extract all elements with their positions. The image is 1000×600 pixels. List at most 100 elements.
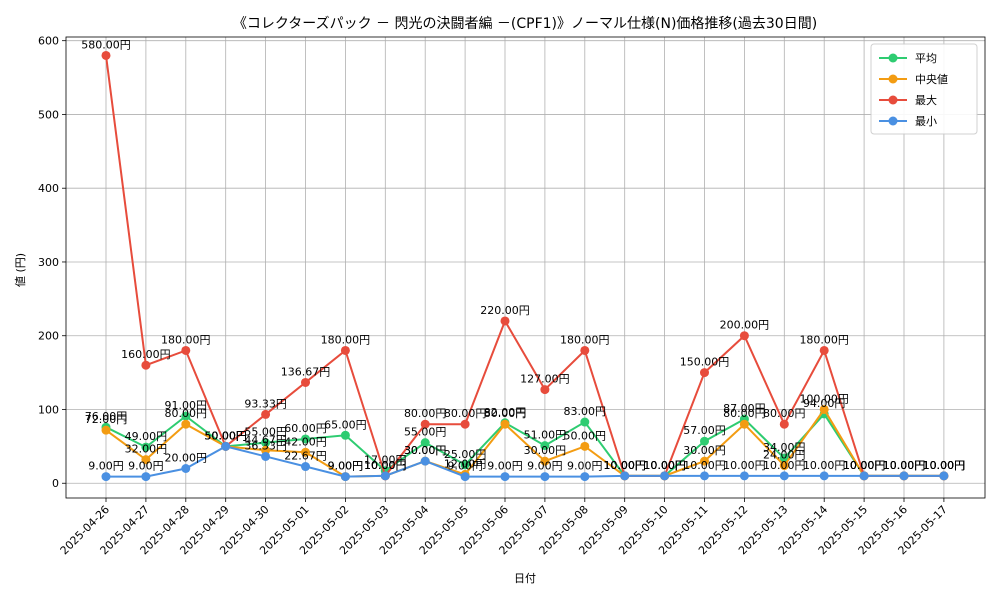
- data-label: 51.00円: [524, 429, 567, 442]
- data-point: [141, 472, 151, 482]
- y-tick-label: 200: [38, 330, 59, 343]
- data-label: 82.00円: [484, 406, 527, 419]
- data-label: 9.00円: [128, 460, 164, 473]
- data-point: [540, 441, 550, 451]
- legend-label: 最小: [915, 115, 937, 128]
- data-label: 136.67円: [281, 365, 331, 378]
- data-label: 76.00円: [85, 410, 128, 423]
- data-label: 10.00円: [603, 459, 646, 472]
- data-label: 150.00円: [680, 356, 730, 369]
- data-label: 9.00円: [88, 460, 124, 473]
- data-label: 80.00円: [444, 407, 487, 420]
- data-label: 10.00円: [803, 459, 846, 472]
- data-point: [141, 455, 151, 465]
- data-point: [101, 425, 111, 435]
- data-point: [739, 331, 749, 341]
- data-label: 580.00円: [81, 38, 131, 51]
- data-label: 10.00円: [643, 459, 686, 472]
- data-label: 10.00円: [603, 459, 646, 472]
- data-label: 42.00円: [284, 435, 327, 448]
- data-point: [301, 462, 310, 472]
- y-tick-label: 100: [38, 403, 59, 416]
- data-label: 9.00円: [567, 460, 603, 473]
- data-label: 160.00円: [121, 348, 171, 361]
- data-point: [739, 419, 749, 429]
- data-label: 55.00円: [244, 426, 287, 439]
- data-label: 30.00円: [404, 444, 447, 457]
- data-label: 57.00円: [683, 424, 726, 437]
- data-label: 80.00円: [404, 407, 447, 420]
- data-label: 10.00円: [923, 459, 966, 472]
- data-label: 30.00円: [404, 444, 447, 457]
- data-label: 36.33円: [244, 439, 287, 452]
- data-label: 127.00円: [520, 373, 570, 386]
- data-point: [660, 471, 670, 481]
- data-point: [181, 411, 191, 421]
- data-label: 83.00円: [564, 405, 607, 418]
- y-axis-label: 値 (円): [14, 253, 27, 287]
- data-label: 72.00円: [85, 413, 128, 426]
- y-tick-label: 400: [38, 182, 59, 195]
- data-point: [181, 463, 191, 473]
- data-point: [540, 456, 550, 466]
- data-point: [181, 345, 191, 355]
- data-point: [340, 345, 350, 355]
- legend-box: [870, 43, 978, 135]
- data-point: [261, 445, 271, 455]
- data-label: 80.00円: [165, 407, 208, 420]
- plot-frame: [65, 36, 986, 499]
- data-point: [819, 471, 829, 481]
- data-label: 10.00円: [723, 459, 766, 472]
- data-label: 50.00円: [204, 429, 247, 442]
- data-point: [301, 447, 310, 457]
- data-label: 87.00円: [723, 402, 766, 415]
- data-label: 50.00円: [204, 429, 247, 442]
- data-label: 220.00円: [480, 304, 530, 317]
- data-label: 10.00円: [923, 459, 966, 472]
- data-point: [700, 436, 709, 446]
- data-point: [500, 419, 510, 429]
- data-label: 44.67円: [244, 433, 287, 446]
- data-label: 94.00円: [803, 397, 846, 410]
- data-label: 32.00円: [125, 443, 168, 456]
- y-tick-label: 0: [52, 477, 59, 490]
- data-label: 10.00円: [364, 459, 407, 472]
- data-point: [540, 472, 550, 482]
- data-label: 80.00円: [484, 407, 527, 420]
- data-point: [580, 417, 590, 427]
- data-label: 9.00円: [527, 460, 563, 473]
- data-point: [460, 460, 470, 470]
- data-point: [301, 377, 310, 387]
- data-point: [540, 385, 550, 395]
- data-label: 10.00円: [643, 459, 686, 472]
- series-line: [106, 445, 944, 478]
- data-point: [620, 471, 630, 481]
- legend-label: 平均: [915, 52, 937, 65]
- legend-marker: [888, 95, 898, 105]
- data-point: [101, 50, 111, 60]
- axes: 01002003004005006002025-04-262025-04-272…: [38, 35, 986, 557]
- data-point: [700, 368, 709, 378]
- data-point: [261, 409, 271, 419]
- legend-marker: [888, 116, 898, 126]
- data-label: 10.00円: [883, 459, 926, 472]
- data-point: [779, 461, 789, 471]
- data-point: [819, 404, 829, 414]
- y-tick-label: 500: [38, 108, 59, 121]
- data-point: [939, 471, 949, 481]
- data-label: 60.00円: [284, 422, 327, 435]
- data-label: 10.00円: [883, 459, 926, 472]
- data-point: [819, 345, 829, 355]
- data-label: 55.00円: [404, 426, 447, 439]
- data-point: [500, 316, 510, 326]
- data-label: 10.00円: [603, 459, 646, 472]
- data-point: [301, 434, 310, 444]
- x-axis-label: 日付: [514, 572, 536, 585]
- data-point: [500, 472, 510, 482]
- data-label: 10.00円: [364, 459, 407, 472]
- data-labels: 76.00円49.00円91.00円50.00円55.00円60.00円65.0…: [81, 38, 965, 472]
- legend-label: 中央値: [915, 73, 948, 86]
- data-point: [779, 471, 789, 481]
- chart-title: 《コレクターズパック － 閃光の決闘者編 －(CPF1)》ノーマル仕様(N)価格…: [233, 16, 817, 32]
